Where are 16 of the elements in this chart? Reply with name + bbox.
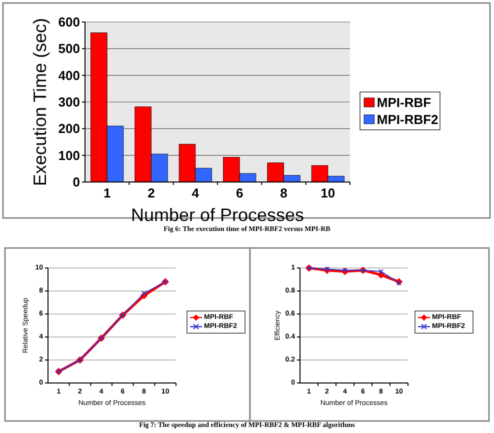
x-tick-label: 1 — [103, 185, 111, 200]
x-tick-label: 10 — [320, 185, 336, 200]
y-tick-label: 100 — [58, 148, 80, 163]
x-tick-label: 6 — [236, 185, 244, 200]
y-tick-label: 600 — [58, 14, 80, 30]
x-tick-label: 4 — [192, 185, 200, 200]
y-tick-label: 200 — [58, 121, 80, 136]
y-axis-title: Execution Time (sec) — [30, 18, 50, 186]
x-axis-title: Number of Processes — [130, 205, 304, 225]
y-tick-label: 400 — [58, 68, 80, 83]
legend-label: MPI-RBF — [376, 94, 432, 110]
y-tick-label: 0 — [72, 174, 80, 190]
legend-label: MPI-RBF2 — [376, 112, 438, 127]
y-tick-label: 500 — [58, 41, 80, 56]
y-tick-label: 300 — [58, 94, 80, 110]
x-tick-label: 2 — [148, 185, 155, 200]
